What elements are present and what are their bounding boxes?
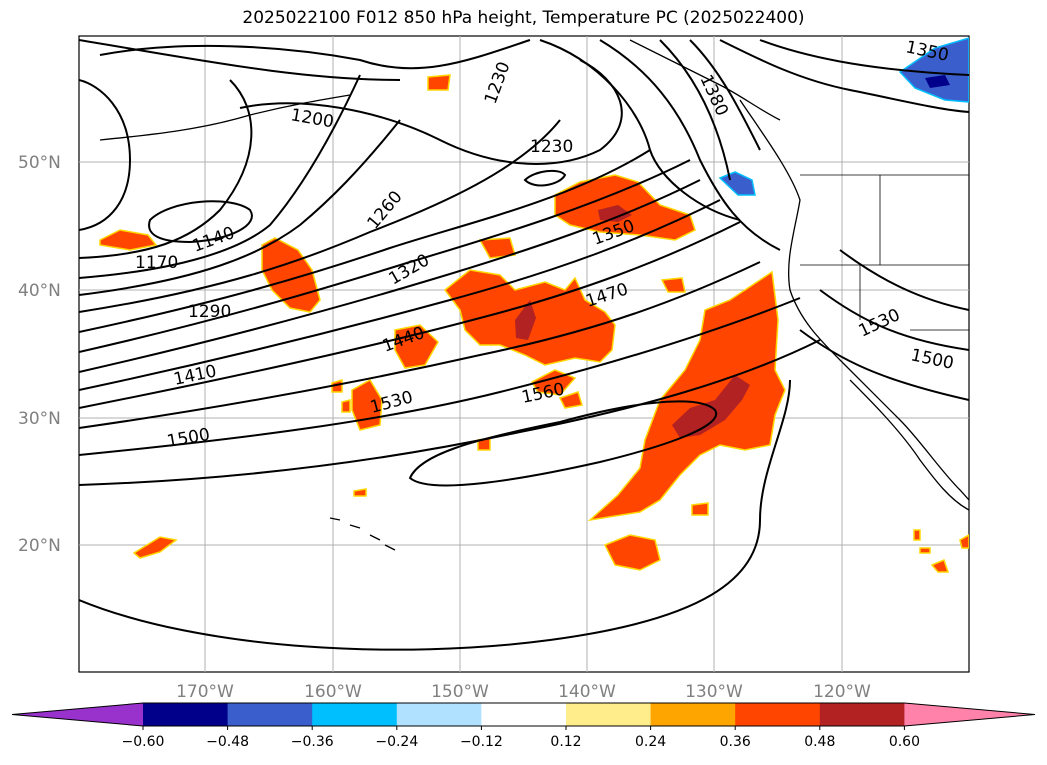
height-contours [79,39,969,651]
warm-region-dateline [99,229,158,251]
contour-1500-closed [408,400,718,487]
warm-region-hawaii-south [132,536,178,559]
warm-region-south [603,534,661,571]
colorbar-tick-label: −0.60 [122,734,165,750]
contour-1200-closed [239,59,623,165]
contour-1380-closed [523,169,567,187]
colorbar-tick-label: −0.12 [460,734,503,750]
contour-label: 1170 [135,253,178,273]
contour-1530-low [79,297,801,456]
colorbar-segment [566,703,652,726]
warm-region-gulf [554,174,696,241]
lon-label: 150°W [431,682,489,702]
lon-label: 170°W [176,682,234,702]
contour-1230 [79,79,253,259]
cold-region-core [925,75,950,88]
contour-1260-ridge [659,39,731,181]
warm-region-subtropical [587,270,786,522]
warm-anomaly-regions [99,74,969,573]
contour-1410 [79,179,701,373]
colorbar-segment [819,703,905,726]
lon-label: 140°W [558,682,616,702]
colorbar: −0.60 −0.48 −0.36 −0.24 −0.12 0.12 0.24 0.36 0.4… [11,702,1036,750]
latitude-labels: 50°N 40°N 30°N 20°N [18,153,61,556]
colorbar-tick-label: 0.36 [720,734,751,750]
warm-region-small-14 [919,547,931,554]
contour-1140 [99,39,531,70]
contour-1260 [79,74,361,279]
contour-label: 1290 [188,302,231,322]
contour-1350 [79,149,651,333]
warm-region-small-1 [394,324,439,369]
warm-region-small-13 [930,558,950,573]
warm-region-small-10 [341,399,351,413]
colorbar-segment [735,703,821,726]
colorbar-tick-label: −0.48 [206,734,249,750]
colorbar-tick-label: 0.24 [635,734,666,750]
warm-region-small-12 [353,488,367,497]
coast-north-america [739,99,969,501]
state-borders [800,174,969,331]
contour-1470 [79,221,741,409]
colorbar-segment [143,703,229,726]
hot-region-central [515,300,536,340]
lat-label: 20°N [18,536,61,556]
contour-label: 1230 [530,137,573,157]
coast-aleutians [99,94,351,141]
colorbar-extend-high [904,703,1035,726]
hawaii-islands [329,517,396,551]
contour-1290-ridge [689,39,761,151]
hot-region-gulf [598,205,632,222]
lat-label: 30°N [18,409,61,429]
colorbar-segment [312,703,398,726]
lon-label: 120°W [813,682,871,702]
colorbar-extend-low [12,703,143,726]
coast-alaska [629,39,781,121]
cold-region-northeast [898,37,969,103]
contour-1500-low [79,339,821,486]
warm-region-small-3 [478,237,516,259]
contour-1200-ridge [599,39,781,251]
colorbar-segment [396,703,482,726]
chart-title: 2025022100 F012 850 hPa height, Temperat… [242,8,805,28]
contour-1500-subtropical [79,379,791,651]
contour-1170 [148,200,253,244]
warm-region-small-7 [558,391,583,409]
warm-region-small-15 [959,534,969,549]
contour-1320-ridge [719,39,969,113]
colorbar-tick-label: −0.24 [375,734,418,750]
warm-region-small-4 [427,74,451,91]
warm-region-small-9 [331,378,343,393]
warm-region-small-8 [691,502,709,516]
contour-1320 [79,119,561,313]
lat-label: 50°N [18,153,61,173]
coast-baja [849,379,969,511]
longitude-labels: 170°W 160°W 150°W 140°W 130°W 120°W [176,682,871,702]
warm-region-small-5 [660,277,686,293]
lat-label: 40°N [18,281,61,301]
contour-1200 [79,79,132,231]
contour-1470-northwest [79,39,401,81]
warm-region-small-16 [913,529,921,541]
contour-1350-ridge [759,39,969,76]
contour-1440 [79,199,721,391]
colorbar-tick-label: 0.60 [889,734,920,750]
contour-1470-east [839,249,969,311]
colorbar-segment [227,703,313,726]
colorbar-tick-label: 0.48 [804,734,835,750]
contour-1290 [79,119,401,296]
lon-label: 130°W [685,682,743,702]
colorbar-segment [481,703,567,726]
coastlines [99,39,969,551]
contour-1500-east [819,289,969,351]
contour-1560 [79,261,761,429]
colorbar-segment [650,703,736,726]
lon-label: 160°W [304,682,362,702]
contour-1380 [79,159,691,353]
colorbar-tick-label: −0.36 [291,734,334,750]
colorbar-tick-label: 0.12 [550,734,581,750]
contour-1530-east [799,329,969,401]
